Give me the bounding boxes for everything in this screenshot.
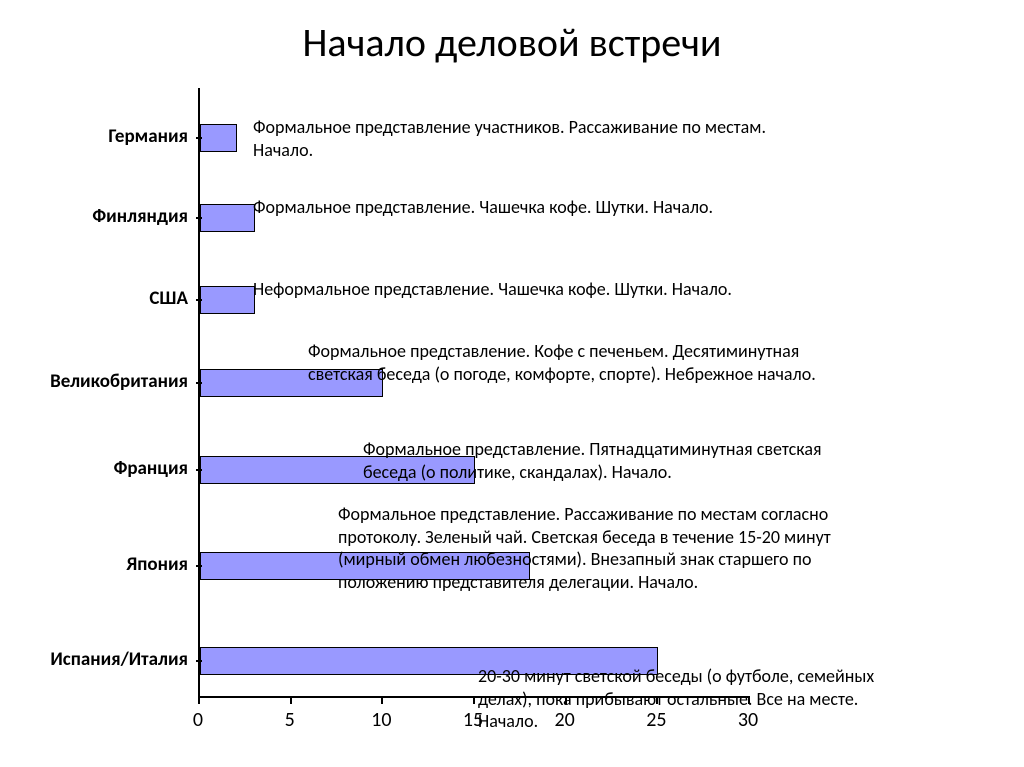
bar-description: Формальное представление участников. Рас… [253,116,773,161]
bar-description: Формальное представление. Кофе с печенье… [308,340,868,385]
x-tick [290,696,292,704]
bar-description: 20-30 минут светской беседы (о футболе, … [478,665,908,733]
y-axis-label: Германия [38,127,188,148]
y-tick [196,660,202,662]
bar [200,204,255,232]
bar-description: Неформальное представление. Чашечка кофе… [253,278,773,301]
bar [200,124,237,152]
x-axis-label: 15 [463,708,483,732]
bar [200,286,255,314]
y-axis-label: Испания/Италия [38,650,188,671]
chart-container: Германия Финляндия США Великобритания Франци… [38,88,988,738]
y-axis-label: Япония [38,555,188,576]
x-axis-label: 20 [555,708,575,732]
chart-title: Начало деловой встречи [0,0,1024,75]
x-axis-label: 10 [371,708,391,732]
plot-area [198,88,968,698]
x-axis-label: 25 [646,708,666,732]
y-tick [196,565,202,567]
x-tick [473,696,475,704]
y-tick [196,469,202,471]
y-tick [196,217,202,219]
x-tick [198,696,200,704]
bar-description: Формальное представление. Рассаживание п… [338,503,878,593]
y-axis-label: США [38,289,188,310]
x-tick [381,696,383,704]
y-tick [196,137,202,139]
x-axis-label: 0 [193,708,203,732]
x-axis-label: 30 [738,708,758,732]
y-axis-label: Франция [38,459,188,480]
y-axis-label: Финляндия [38,207,188,228]
y-axis-label: Великобритания [38,372,188,393]
x-axis-label: 5 [285,708,295,732]
y-tick [196,299,202,301]
bar-description: Формальное представление. Пятнадцатимину… [363,438,873,483]
y-tick [196,382,202,384]
bar-description: Формальное представление. Чашечка кофе. … [253,196,773,219]
